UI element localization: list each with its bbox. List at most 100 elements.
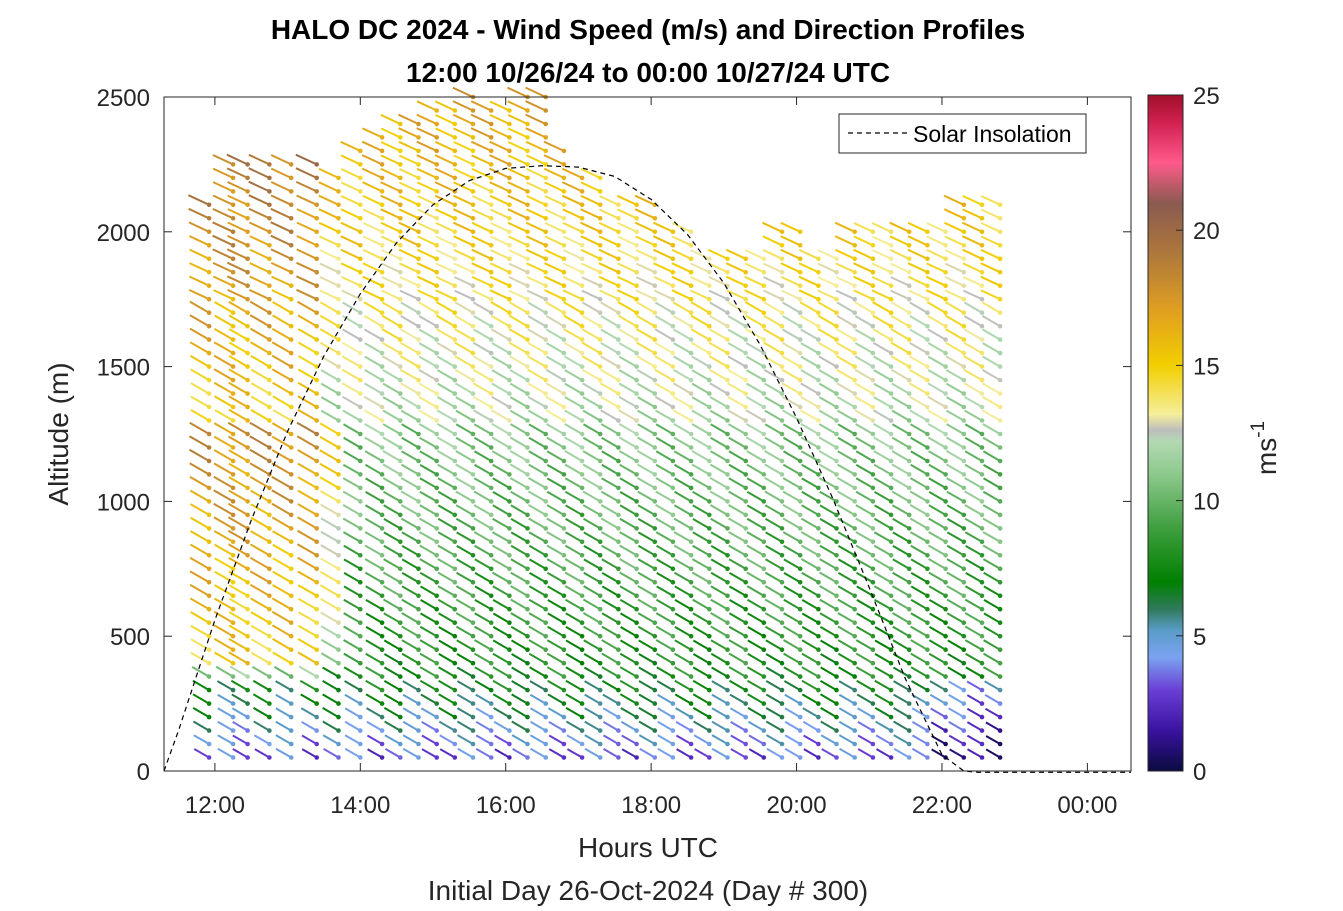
wind-barb [416, 127, 438, 139]
wind-barb [362, 208, 383, 220]
wind-barb-head [597, 593, 603, 599]
wind-barb [494, 748, 510, 759]
wind-barb [655, 598, 674, 611]
wind-barb-head [979, 701, 985, 706]
wind-barb-head [634, 687, 639, 693]
wind-barb-head [452, 741, 458, 747]
wind-barb-head [634, 566, 639, 572]
wind-barb [618, 409, 638, 422]
wind-barb-head [398, 472, 403, 477]
wind-barb-head [379, 431, 385, 437]
wind-barb [600, 517, 619, 530]
wind-barb-head [870, 580, 876, 585]
wind-barb-head [652, 431, 658, 437]
wind-barb [965, 666, 983, 678]
wind-barb [296, 288, 318, 301]
wind-barb-head [925, 243, 930, 248]
wind-barb [982, 544, 1001, 557]
wind-barb [189, 597, 210, 611]
wind-barb [401, 572, 419, 584]
wind-barb-head [870, 256, 876, 262]
wind-barb [927, 436, 947, 449]
wind-barb-head [336, 243, 341, 248]
colorbar-label: ms-1 [1248, 421, 1282, 475]
wind-barb-head [870, 566, 876, 572]
wind-barb-head [561, 714, 567, 720]
wind-barb-head [852, 296, 857, 302]
wind-barb-head [997, 337, 1003, 342]
wind-barb-head [434, 660, 440, 666]
wind-barb-head [597, 728, 603, 733]
wind-barb-head [398, 687, 403, 693]
wind-barb-head [434, 458, 440, 464]
wind-barb [764, 571, 783, 584]
wind-barb-head [314, 526, 320, 531]
wind-barb-head [797, 674, 803, 679]
wind-barb [837, 423, 856, 435]
wind-barb [214, 584, 234, 597]
wind-barb-head [525, 647, 530, 652]
wind-barb-head [616, 633, 621, 639]
wind-barb [226, 248, 249, 260]
wind-barb-head [852, 350, 857, 356]
wind-barb [949, 748, 965, 759]
wind-barb [709, 315, 729, 328]
wind-barb-head [434, 499, 440, 504]
wind-barb-head [779, 391, 785, 396]
wind-barb [782, 301, 801, 314]
wind-barb [655, 436, 674, 449]
wind-barb-head [206, 660, 212, 666]
wind-barb-head [543, 243, 548, 248]
wind-barb [727, 301, 747, 314]
wind-barb [320, 355, 340, 368]
wind-barb [962, 262, 983, 274]
wind-barb [874, 626, 892, 638]
wind-barb [817, 249, 837, 260]
wind-barb-head [452, 364, 458, 369]
wind-barb-head [288, 323, 294, 329]
wind-barb [380, 141, 401, 152]
wind-barb-head [652, 620, 658, 625]
wind-barb [819, 477, 837, 489]
wind-barb-head [852, 458, 857, 464]
wind-barb-head [230, 526, 236, 531]
wind-barb [909, 423, 928, 435]
wind-barb [691, 571, 710, 584]
wind-barb-head [634, 660, 639, 666]
wind-barb [529, 666, 547, 678]
wind-barb-head [398, 377, 403, 383]
wind-barb-head [470, 620, 476, 625]
wind-barb-head [288, 566, 294, 572]
wind-barb-head [925, 323, 930, 329]
wind-barb-head [358, 431, 363, 437]
wind-barb-head [743, 418, 748, 423]
wind-barb [818, 436, 838, 449]
wind-barb [802, 720, 819, 732]
wind-barb-head [358, 323, 363, 329]
wind-barb [657, 747, 674, 759]
wind-barb [765, 639, 783, 651]
wind-barb-head [997, 202, 1003, 208]
wind-barb-head [597, 404, 603, 410]
wind-barb [189, 476, 210, 489]
wind-barb-head [725, 674, 730, 679]
wind-barb-head [525, 580, 530, 585]
wind-barb [800, 531, 819, 543]
wind-barb-head [943, 323, 948, 329]
wind-barb [709, 328, 728, 341]
wind-barb [491, 544, 510, 557]
wind-barb [708, 289, 728, 301]
wind-barb-head [597, 539, 603, 545]
wind-barb-head [616, 566, 621, 572]
wind-barb-head [834, 364, 839, 369]
colorbar-tick-label: 10 [1193, 489, 1220, 516]
wind-barb-head [358, 283, 363, 289]
wind-barb [437, 504, 456, 516]
wind-barb [491, 342, 510, 354]
wind-barb-head [470, 674, 476, 679]
wind-barb [231, 693, 249, 705]
wind-barb-head [358, 418, 363, 423]
wind-barb [189, 556, 210, 570]
wind-barb-head [358, 364, 363, 369]
wind-barb-head [597, 269, 603, 275]
